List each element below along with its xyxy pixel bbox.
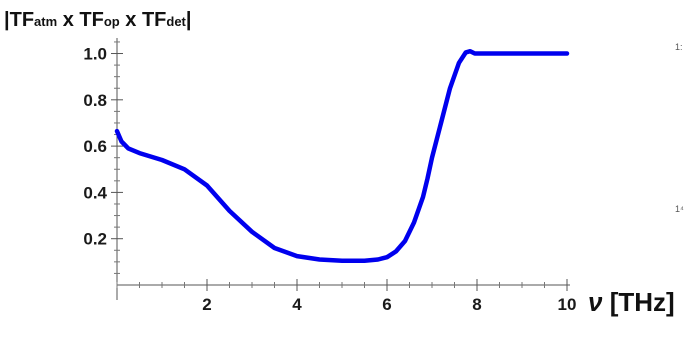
- side-mark-middle: 1⁴: [675, 204, 684, 214]
- minor-ticks: [114, 41, 545, 288]
- tick-labels: 2 4 6 8 10 0.2 0.4 0.6 0.8 1.0: [83, 45, 576, 314]
- title-mid-op: x TF: [57, 9, 104, 31]
- x-axis-symbol: ν: [588, 287, 603, 317]
- title-sub-atm: atm: [34, 14, 57, 29]
- x-tick-label-2: 2: [202, 295, 211, 314]
- x-tick-label-8: 8: [472, 295, 481, 314]
- title-sub-op: op: [104, 14, 120, 29]
- chart-title: |TFatm x TFop x TFdet|: [4, 9, 192, 31]
- y-tick-label-0.8: 0.8: [83, 91, 107, 110]
- y-tick-label-0.2: 0.2: [83, 230, 107, 249]
- title-sub-det: det: [166, 14, 186, 29]
- series-line: [114, 48, 570, 263]
- title-mid-det: x TF: [120, 9, 167, 31]
- x-tick-label-10: 10: [558, 295, 577, 314]
- y-tick-label-0.6: 0.6: [83, 137, 107, 156]
- major-ticks: [111, 53, 568, 291]
- title-prefix: |TF: [4, 9, 34, 31]
- x-tick-label-4: 4: [292, 295, 302, 314]
- side-mark-top: 1:: [675, 42, 683, 52]
- x-axis-unit: [THz]: [602, 287, 674, 317]
- x-tick-label-6: 6: [382, 295, 391, 314]
- title-suffix: |: [186, 9, 192, 31]
- y-tick-label-1: 1.0: [83, 45, 107, 64]
- y-tick-label-0.4: 0.4: [83, 183, 107, 202]
- x-axis-label: ν [THz]: [588, 287, 675, 317]
